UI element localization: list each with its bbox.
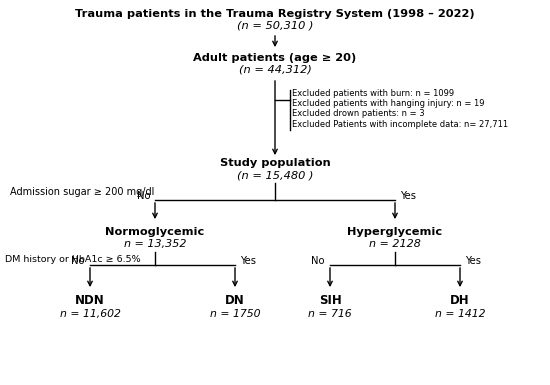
Text: No: No (311, 256, 325, 266)
Text: Admission sugar ≥ 200 mg/dl: Admission sugar ≥ 200 mg/dl (10, 187, 155, 197)
Text: n = 13,352: n = 13,352 (124, 239, 186, 249)
Text: Yes: Yes (465, 256, 481, 266)
Text: n = 1412: n = 1412 (434, 309, 485, 319)
Text: Excluded patients with burn: n = 1099: Excluded patients with burn: n = 1099 (292, 89, 454, 97)
Text: n = 716: n = 716 (308, 309, 352, 319)
Text: DH: DH (450, 293, 470, 306)
Text: DN: DN (225, 293, 245, 306)
Text: Hyperglycemic: Hyperglycemic (348, 227, 443, 237)
Text: No: No (72, 256, 85, 266)
Text: n = 1750: n = 1750 (210, 309, 260, 319)
Text: SIH: SIH (318, 293, 342, 306)
Text: Normoglycemic: Normoglycemic (106, 227, 205, 237)
Text: Yes: Yes (400, 191, 416, 201)
Text: Excluded patients with hanging injury: n = 19: Excluded patients with hanging injury: n… (292, 99, 485, 108)
Text: NDN: NDN (75, 293, 105, 306)
Text: Excluded drown patients: n = 3: Excluded drown patients: n = 3 (292, 109, 425, 119)
Text: Excluded Patients with incomplete data: n= 27,711: Excluded Patients with incomplete data: … (292, 120, 508, 129)
Text: n = 2128: n = 2128 (369, 239, 421, 249)
Text: Yes: Yes (240, 256, 256, 266)
Text: Trauma patients in the Trauma Registry System (1998 – 2022): Trauma patients in the Trauma Registry S… (75, 9, 475, 19)
Text: No: No (136, 191, 150, 201)
Text: (n = 15,480 ): (n = 15,480 ) (236, 170, 314, 180)
Text: n = 11,602: n = 11,602 (59, 309, 120, 319)
Text: Adult patients (age ≥ 20): Adult patients (age ≥ 20) (194, 53, 356, 63)
Text: (n = 44,312): (n = 44,312) (239, 65, 311, 75)
Text: DM history or HbA1c ≥ 6.5%: DM history or HbA1c ≥ 6.5% (5, 256, 141, 264)
Text: Study population: Study population (219, 158, 331, 168)
Text: (n = 50,310 ): (n = 50,310 ) (236, 21, 314, 31)
